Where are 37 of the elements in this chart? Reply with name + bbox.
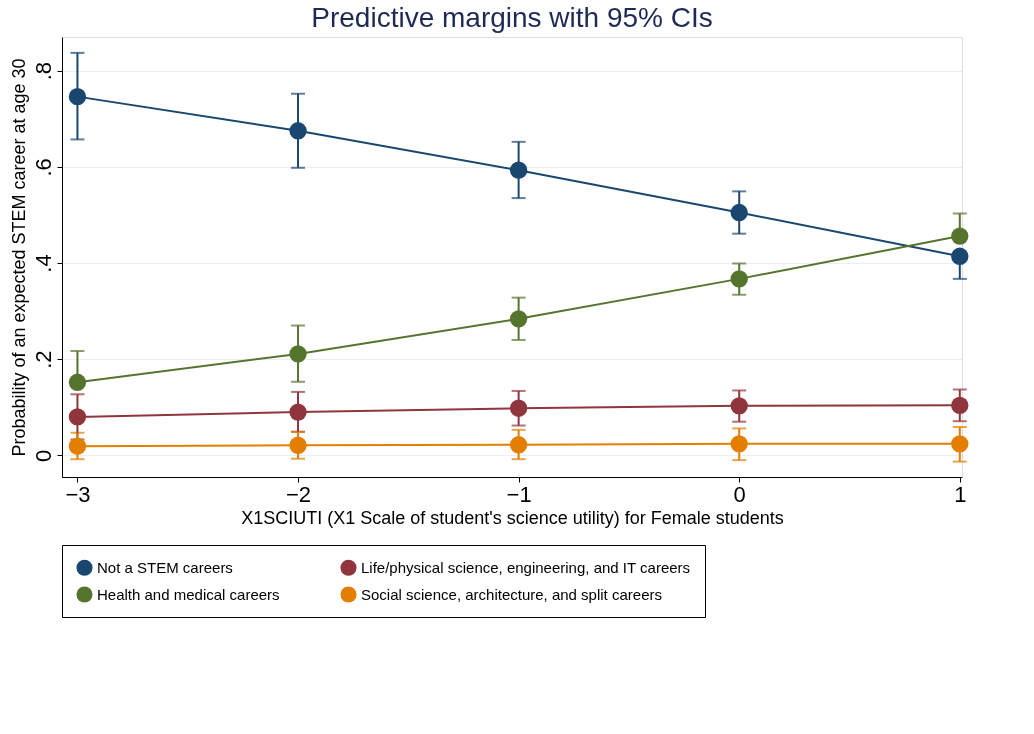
x-tick-label: −2 <box>285 481 312 507</box>
y-axis-title: Probability of an expected STEM career at age 30 <box>8 58 29 457</box>
point <box>730 270 748 288</box>
point <box>951 227 969 245</box>
point <box>730 397 748 415</box>
point <box>289 403 307 421</box>
y-tick-label: .8 <box>30 61 56 81</box>
legend-label: Not a STEM careers <box>97 558 233 576</box>
point <box>289 345 307 363</box>
legend-label: Social science, architecture, and split careers <box>361 585 662 603</box>
x-tick-label: −1 <box>506 481 532 507</box>
x-axis-title: X1SCIUTI (X1 Scale of student's science utility) for Female students <box>241 507 784 528</box>
point <box>951 435 969 453</box>
point <box>730 435 748 453</box>
chart-title: Predictive margins with 95% CIs <box>311 2 713 33</box>
point <box>509 310 528 328</box>
x-tick-label: 1 <box>954 481 967 507</box>
point <box>68 437 87 455</box>
x-tick-label: 0 <box>733 481 746 507</box>
point <box>68 408 87 426</box>
point <box>289 122 307 140</box>
point <box>951 396 969 414</box>
point <box>730 203 748 222</box>
point <box>68 373 87 391</box>
legend-label: Health and medical careers <box>97 585 280 603</box>
y-tick-label: .6 <box>30 158 56 177</box>
y-tick-label: 0 <box>30 449 56 462</box>
point <box>289 436 307 454</box>
point <box>509 161 528 179</box>
point <box>951 247 969 265</box>
y-tick-label: .2 <box>30 350 56 369</box>
point <box>509 399 528 417</box>
legend-label: Life/physical science, engineering, and IT careers <box>361 558 691 576</box>
y-tick-label: .4 <box>30 254 56 273</box>
point <box>68 87 87 106</box>
point <box>509 436 528 454</box>
x-tick-label: −3 <box>65 481 91 507</box>
